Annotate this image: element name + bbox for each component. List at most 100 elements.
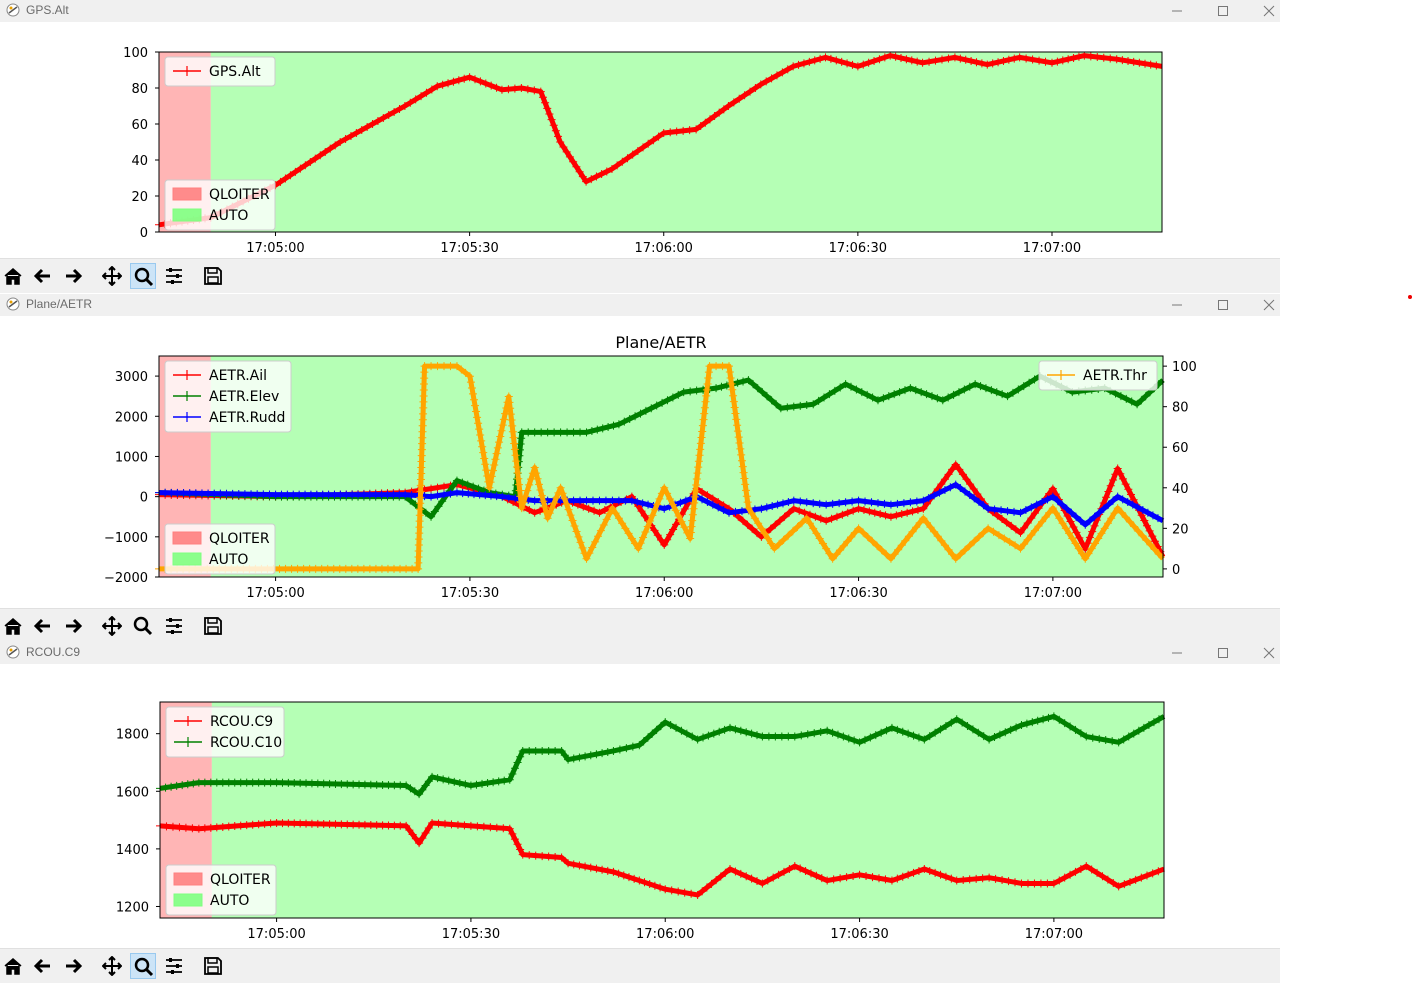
data-point — [998, 390, 1007, 399]
data-point — [726, 865, 735, 874]
data-point — [549, 121, 558, 130]
data-point — [886, 554, 895, 563]
plane-aetr-plot[interactable]: Plane/AETR 17:05:00 17:05:30 17:06:00 17:06:… — [0, 316, 1280, 608]
data-point — [708, 500, 717, 509]
x-tick-label: 17:07:00 — [1025, 927, 1083, 942]
zoom-button[interactable] — [130, 263, 156, 289]
data-point — [1055, 876, 1064, 885]
data-point — [937, 536, 946, 545]
back-button[interactable] — [30, 613, 56, 639]
data-point — [930, 491, 939, 500]
maximize-button[interactable] — [1200, 294, 1246, 316]
data-point — [486, 491, 495, 500]
data-point — [958, 718, 967, 727]
data-point — [631, 412, 640, 421]
data-point — [1117, 508, 1126, 517]
home-button[interactable] — [0, 613, 26, 639]
save-button[interactable] — [200, 613, 226, 639]
data-point — [517, 504, 526, 513]
back-button[interactable] — [30, 953, 56, 979]
data-point — [737, 450, 746, 459]
data-point — [517, 84, 526, 92]
data-point — [698, 887, 707, 896]
window-titlebar[interactable]: GPS.Alt — [0, 0, 1280, 22]
minimize-button[interactable] — [1154, 642, 1200, 664]
data-point — [1087, 865, 1096, 874]
close-button[interactable] — [1246, 0, 1292, 22]
forward-icon — [66, 958, 83, 974]
zoom-button[interactable] — [130, 613, 156, 639]
zoom-button[interactable] — [130, 953, 156, 979]
legend-label: AETR.Elev — [209, 389, 279, 405]
data-point — [471, 401, 480, 410]
data-point — [582, 177, 591, 186]
gps-alt-plot[interactable]: 17:05:00 17:05:30 17:06:00 17:06:30 17:07:00… — [0, 22, 1280, 258]
home-button[interactable] — [0, 263, 26, 289]
data-point — [783, 65, 792, 74]
data-point — [543, 104, 552, 113]
save-button[interactable] — [200, 953, 226, 979]
configure-subplots-button[interactable] — [161, 613, 187, 639]
data-point — [1145, 526, 1154, 535]
data-point — [1027, 514, 1036, 523]
rcou-plot[interactable]: 17:05:00 17:05:30 17:06:00 17:06:30 17:07:00… — [0, 664, 1280, 948]
data-point — [421, 508, 430, 517]
data-point — [702, 883, 711, 892]
data-point — [881, 875, 890, 884]
data-point — [951, 554, 960, 563]
configure-subplots-button[interactable] — [161, 263, 187, 289]
window-title: RCOU.C9 — [26, 645, 81, 659]
app-icon — [6, 297, 20, 311]
data-point — [936, 870, 945, 879]
data-point — [736, 869, 745, 878]
close-button[interactable] — [1246, 294, 1292, 316]
data-point — [779, 867, 788, 876]
data-point — [731, 867, 740, 876]
configure-subplots-button[interactable] — [161, 953, 187, 979]
data-point — [882, 550, 891, 559]
data-point — [901, 536, 910, 545]
data-point — [1034, 522, 1043, 531]
minimize-button[interactable] — [1154, 294, 1200, 316]
data-point — [763, 876, 772, 885]
data-point — [1071, 725, 1080, 734]
data-point — [466, 378, 475, 387]
home-button[interactable] — [0, 953, 26, 979]
back-button[interactable] — [30, 263, 56, 289]
maximize-button[interactable] — [1200, 642, 1246, 664]
data-point — [830, 386, 839, 395]
forward-button[interactable] — [60, 263, 86, 289]
data-point — [990, 505, 999, 514]
pan-button[interactable] — [99, 613, 125, 639]
forward-button[interactable] — [60, 953, 86, 979]
data-point — [944, 470, 953, 479]
window-titlebar[interactable]: RCOU.C9 — [0, 642, 1280, 664]
data-point — [960, 546, 969, 555]
close-button[interactable] — [1246, 642, 1292, 664]
pan-button[interactable] — [99, 953, 125, 979]
data-point — [902, 55, 911, 64]
forward-button[interactable] — [60, 613, 86, 639]
data-point — [1122, 394, 1131, 403]
data-point — [698, 427, 707, 436]
data-point — [1027, 503, 1036, 512]
data-point — [692, 480, 701, 489]
pan-button[interactable] — [99, 263, 125, 289]
data-point — [661, 718, 670, 727]
data-point — [172, 781, 181, 790]
data-point — [680, 523, 689, 532]
data-point — [1085, 516, 1094, 525]
data-point — [800, 508, 809, 517]
data-point — [897, 541, 906, 550]
maximize-button[interactable] — [1200, 0, 1246, 22]
data-point — [637, 507, 646, 516]
data-point — [605, 509, 614, 518]
data-point — [1082, 862, 1091, 871]
data-point — [814, 396, 823, 405]
data-point — [1076, 729, 1085, 738]
data-point — [997, 506, 1006, 515]
minimize-button[interactable] — [1154, 0, 1200, 22]
data-point — [931, 728, 940, 737]
window-titlebar[interactable]: Plane/AETR — [0, 294, 1280, 316]
save-button[interactable] — [200, 263, 226, 289]
